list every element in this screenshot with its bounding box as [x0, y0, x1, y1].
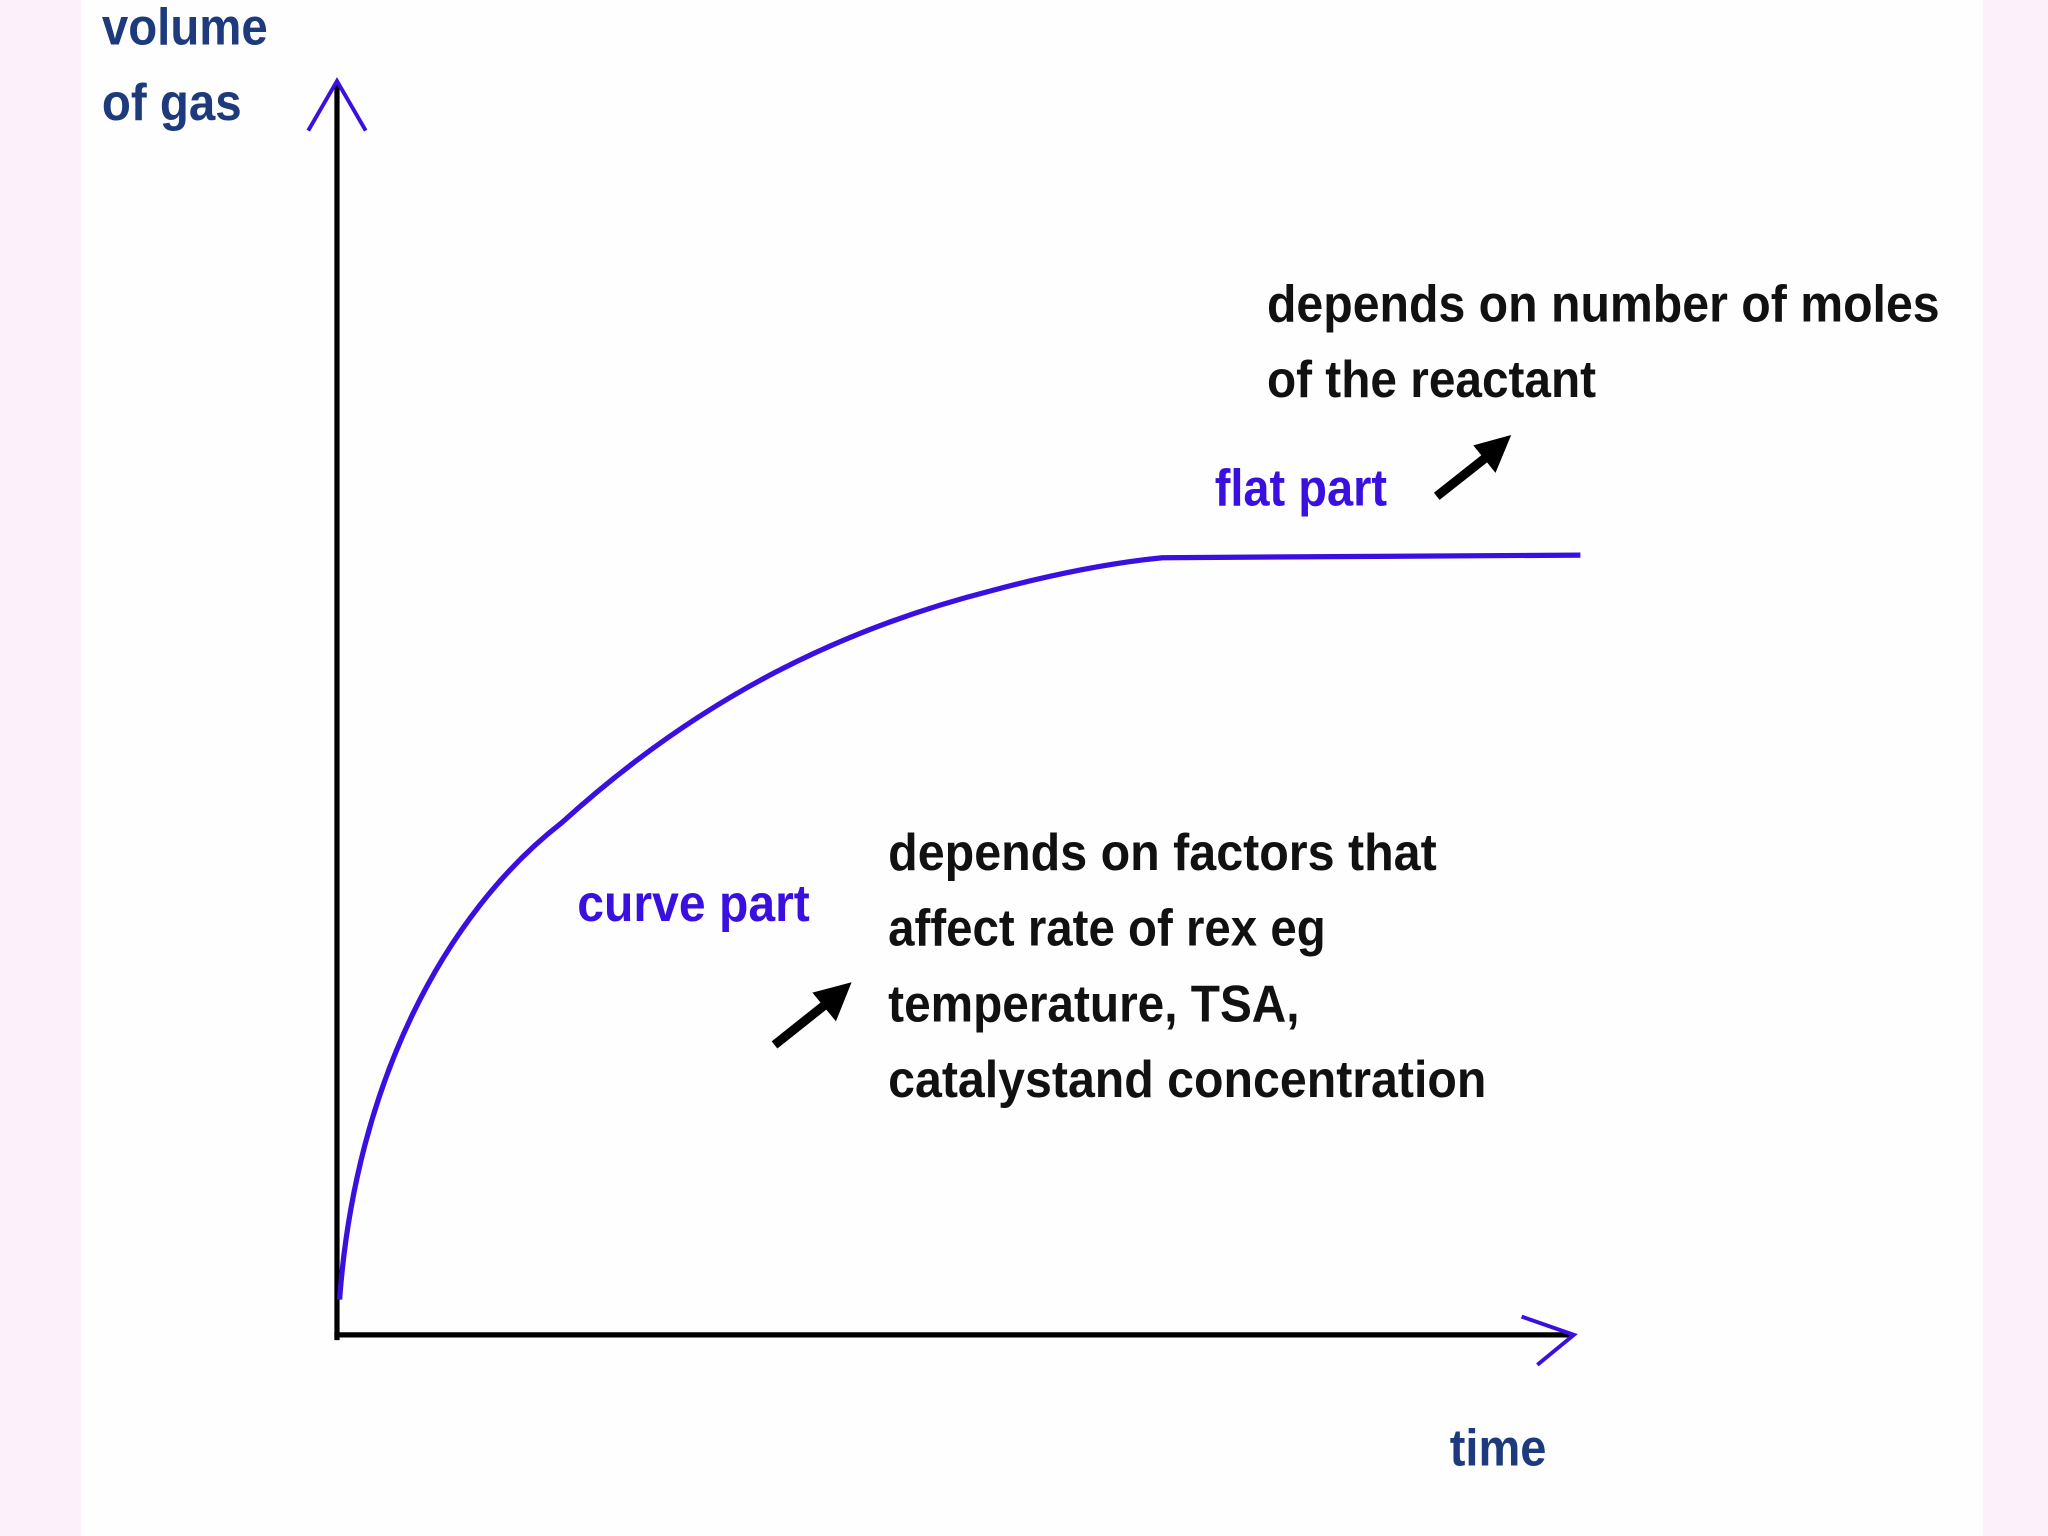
curve-arrow	[771, 982, 852, 1049]
y-axis-label: volume	[102, 0, 268, 56]
flat-note: depends on number of moles	[1267, 275, 1940, 333]
curve-note: catalystand concentration	[888, 1051, 1486, 1109]
flat-note: of the reactant	[1267, 351, 1596, 409]
panel	[80, 0, 1983, 1536]
x-axis-arrowhead	[1520, 1314, 1578, 1367]
x-axis-label: time	[1450, 1419, 1547, 1477]
flat-label: flat part	[1215, 459, 1387, 517]
curve-note: depends on factors that	[888, 824, 1437, 882]
curve-note: temperature, TSA,	[888, 975, 1299, 1033]
curve-note: affect rate of rex eg	[888, 900, 1326, 958]
curve-label: curve part	[577, 875, 809, 933]
flat-arrow	[1433, 434, 1512, 500]
y-axis-label: of gas	[102, 74, 242, 132]
curve	[336, 552, 1581, 1300]
y-axis-arrowhead	[306, 77, 368, 132]
